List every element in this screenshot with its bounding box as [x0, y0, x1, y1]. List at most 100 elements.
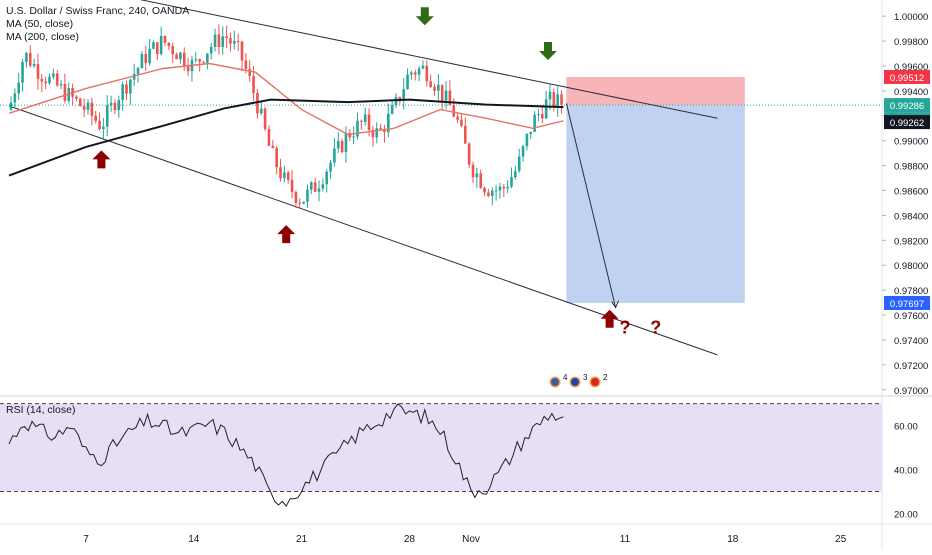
- candle-body: [448, 90, 452, 106]
- candle-body: [90, 102, 94, 116]
- candle-body: [9, 102, 13, 110]
- candle-body: [213, 34, 217, 47]
- price-tick-label: 0.97800: [894, 286, 928, 297]
- time-tick-label: 25: [835, 534, 847, 545]
- ma-value-badge-text: 0.99262: [890, 118, 924, 129]
- candle-body: [475, 173, 479, 178]
- candle-body: [444, 90, 448, 101]
- candle-body: [517, 156, 521, 171]
- candle-body: [175, 54, 178, 60]
- time-tick-label: Nov: [462, 534, 480, 545]
- candle-body: [413, 72, 417, 75]
- candle-body: [271, 145, 275, 149]
- question-mark: ?: [650, 318, 661, 338]
- candle-body: [163, 36, 167, 43]
- price-tick-label: 0.98400: [894, 211, 928, 222]
- symbol-title: U.S. Dollar / Swiss Franc, 240, OANDA: [6, 5, 190, 17]
- candle-body: [148, 48, 151, 64]
- up-arrow-shape: [92, 150, 111, 169]
- candle-body: [63, 83, 67, 101]
- current-price-badge-text: 0.99286: [890, 101, 924, 112]
- candle-body: [186, 66, 190, 72]
- candle-body: [490, 190, 494, 197]
- candle-body: [259, 108, 263, 114]
- time-tick-label: 21: [296, 534, 308, 545]
- up-arrow-icon: [92, 150, 111, 169]
- eu-event-flag-count: 3: [583, 373, 588, 382]
- trendline-resistance: [139, 0, 718, 119]
- candle-body: [202, 61, 205, 63]
- candle-body: [125, 84, 128, 94]
- candle-body: [40, 78, 44, 82]
- price-tick-label: 0.98000: [894, 261, 928, 272]
- down-arrow-shape: [539, 42, 557, 61]
- time-tick-label: 11: [620, 534, 631, 545]
- candle-body: [325, 171, 328, 185]
- time-tick-label: 14: [188, 534, 200, 545]
- rsi-tick-label: 40.00: [894, 465, 918, 476]
- candle-body: [152, 42, 155, 49]
- candle-body: [506, 186, 509, 189]
- candle-body: [79, 98, 82, 106]
- candle-body: [456, 116, 459, 120]
- candle-body: [236, 40, 240, 42]
- candle-body: [344, 133, 348, 152]
- candle-body: [59, 83, 63, 86]
- eu-event-flag-icon[interactable]: 3: [568, 373, 588, 389]
- candle-body: [548, 91, 552, 100]
- candle-body: [321, 184, 325, 189]
- ch-event-flag-icon[interactable]: 2: [588, 373, 608, 389]
- candle-body: [541, 114, 544, 119]
- target-price-badge-text: 0.97697: [890, 299, 924, 310]
- candle-body: [132, 73, 136, 80]
- candle-body: [94, 115, 97, 121]
- down-arrow-icon: [415, 7, 434, 26]
- stop-loss-zone: [566, 76, 745, 106]
- current-price-badge-bg: [884, 98, 930, 113]
- candle-body: [360, 120, 363, 122]
- price-tick-label: 0.99800: [894, 37, 928, 48]
- price-tick-label: 0.98600: [894, 187, 928, 198]
- candle-body: [410, 72, 413, 75]
- candle-body: [98, 120, 101, 130]
- us-event-flag-center: [551, 378, 559, 386]
- us-event-flag-icon[interactable]: 4: [548, 373, 568, 389]
- candle-body: [52, 73, 55, 77]
- candle-body: [136, 68, 140, 74]
- candle-body: [86, 102, 90, 110]
- candle-body: [225, 36, 228, 39]
- candle-body: [433, 86, 436, 91]
- candle-body: [552, 91, 556, 108]
- candle-body: [521, 146, 525, 157]
- candle-body: [263, 108, 267, 129]
- candle-body: [75, 96, 78, 99]
- candle-body: [55, 73, 59, 86]
- price-tick-label: 0.99400: [894, 87, 928, 98]
- candle-body: [494, 190, 498, 192]
- trendline-support: [8, 105, 718, 356]
- candle-body: [283, 172, 286, 179]
- candle-body: [514, 170, 517, 178]
- candle-body: [537, 114, 540, 116]
- candle-body: [294, 192, 298, 203]
- up-arrow-shape: [277, 225, 296, 244]
- rsi-band: [0, 403, 882, 492]
- candle-body: [437, 84, 440, 91]
- candle-body: [467, 143, 471, 165]
- time-tick-label: 18: [727, 534, 739, 545]
- ma200-line: [8, 98, 564, 177]
- candle-body: [329, 162, 332, 172]
- candle-body: [167, 42, 171, 47]
- candle-body: [479, 173, 482, 188]
- candle-body: [390, 105, 394, 114]
- ma200-legend: MA (200, close): [6, 31, 79, 43]
- rsi-tick-label: 60.00: [894, 422, 918, 433]
- candle-body: [375, 128, 379, 138]
- candle-body: [417, 68, 421, 75]
- candle-body: [13, 93, 17, 103]
- candle-body: [221, 36, 225, 48]
- candle-body: [121, 84, 124, 101]
- rsi-tick-label: 20.00: [894, 509, 918, 520]
- candle-body: [279, 167, 282, 179]
